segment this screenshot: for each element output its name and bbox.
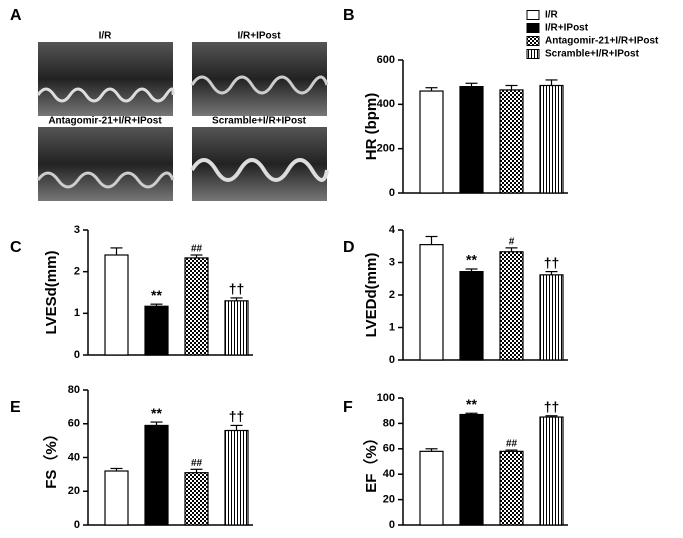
y-tick-label: 1 [389,321,395,333]
y-tick-label: 600 [377,54,395,66]
legend-label: Antagomir-21+I/R+IPost [545,36,659,47]
bar [144,305,169,356]
echo-wave [36,87,175,103]
bar [459,85,484,194]
y-tick-label: 0 [389,519,395,531]
y-tick-label: 0 [74,349,80,361]
bar [419,90,444,194]
y-tick-label: 4 [389,224,396,236]
y-tick-label: 200 [377,143,395,155]
y-tick-label: 20 [383,494,395,506]
significance-label: ## [191,458,203,469]
bar [224,300,249,356]
y-tick-label: 0 [389,354,395,366]
legend-swatch [526,36,540,46]
y-tick-label: 20 [68,485,80,497]
bar [459,271,484,361]
bar [419,450,444,526]
y-tick-label: 100 [377,392,395,404]
echo-image [192,42,327,116]
legend-swatch [526,10,540,20]
y-tick-label: 0 [74,519,80,531]
bar [419,244,444,361]
y-tick-label: 2 [389,289,395,301]
panel-letter: C [10,239,22,256]
echo-image [38,42,173,116]
panel-letter: F [343,399,353,416]
image-label: Antagomir-21+I/R+IPost [48,116,162,127]
significance-label: ** [151,405,162,421]
y-tick-label: 40 [383,468,395,480]
image-label: I/R+IPost [237,31,281,42]
y-axis-label: LVESd(mm) [43,251,60,335]
bar [184,257,209,356]
panel-letter: D [343,239,355,256]
panel-letter: E [10,399,21,416]
significance-label: # [509,237,515,248]
echo-wave [190,75,329,95]
bar [499,251,524,361]
bar [539,84,564,194]
bar [144,424,169,526]
image-label: Scramble+I/R+IPost [212,116,307,127]
panel-letter: A [10,7,22,24]
bar [104,254,129,356]
y-axis-label: LVEDd(mm) [363,253,380,338]
y-tick-label: 400 [377,98,395,110]
echo-images: I/R I/R+IPost Antagomir-21+I/R+IPost Scr… [36,31,329,201]
y-tick-label: 60 [383,443,395,455]
y-tick-label: 3 [389,256,395,268]
y-tick-label: 80 [68,384,80,396]
bar [224,429,249,526]
y-tick-label: 0 [389,187,395,199]
y-tick-label: 40 [68,451,80,463]
y-tick-label: 80 [383,417,395,429]
significance-label: ## [506,439,518,450]
legend-label: I/R [545,10,559,21]
y-tick-label: 60 [68,418,80,430]
bar [459,413,484,526]
image-label: I/R [99,31,113,42]
echo-wave [190,158,329,182]
bar [499,450,524,526]
bar [104,470,129,526]
legend-label: Scramble+I/R+IPost [545,49,640,60]
echo-image [38,127,173,201]
bar [184,472,209,526]
significance-label: ## [191,244,203,255]
legend-swatch [526,49,540,59]
legend-label: I/R+IPost [545,23,589,34]
panel-letter: B [343,7,355,24]
significance-label: ** [151,287,162,303]
y-tick-label: 1 [74,307,80,319]
y-axis-label: EF（%） [362,430,380,493]
significance-label: ** [466,252,477,268]
significance-label: †† [544,254,560,270]
bar [499,89,524,194]
y-axis-label: FS（%） [42,426,60,489]
significance-label: ** [466,396,477,412]
y-axis-label: HR (bpm) [363,93,380,161]
y-tick-label: 3 [74,224,80,236]
significance-label: †† [229,408,245,424]
legend-swatch [526,23,540,33]
bar [539,416,564,526]
bar [539,274,564,361]
echo-wave [36,171,175,189]
significance-label: †† [544,398,560,414]
y-tick-label: 2 [74,266,80,278]
significance-label: †† [229,281,245,297]
